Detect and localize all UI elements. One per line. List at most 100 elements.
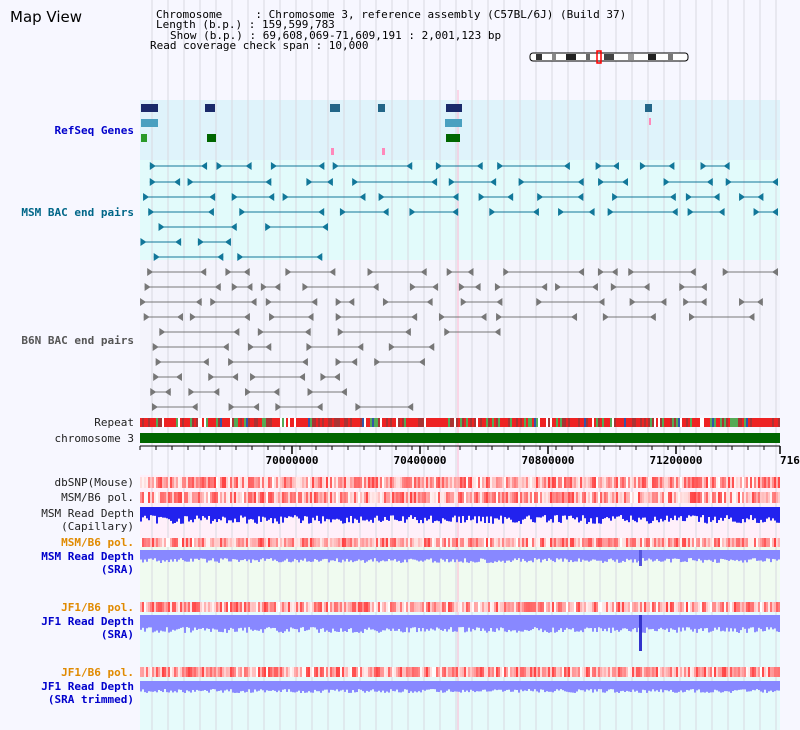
dbsnp-mark bbox=[208, 477, 210, 488]
repeat-mark bbox=[494, 418, 496, 427]
msm-depth-capillary-bar bbox=[356, 507, 358, 520]
jf1-depth-trim-bar bbox=[320, 681, 322, 693]
msm-b6-pol-mark bbox=[430, 492, 432, 503]
msm-depth-sra-bar bbox=[746, 550, 748, 563]
repeat-mark bbox=[608, 418, 610, 427]
dbsnp-mark bbox=[774, 477, 776, 488]
track-label-refseq[interactable]: RefSeq Genes bbox=[54, 124, 134, 137]
jf1-b6-pol-mark bbox=[214, 602, 216, 612]
jf1-b6-pol2-mark bbox=[214, 667, 216, 677]
msm-depth-capillary-bar bbox=[678, 507, 680, 518]
jf1-b6-pol2-mark bbox=[206, 667, 208, 677]
jf1-depth-sra-bar bbox=[532, 615, 534, 629]
jf1-depth-sra-bar bbox=[622, 615, 624, 629]
b6n-bac-pair-end bbox=[250, 298, 257, 306]
msm-depth-capillary-bar bbox=[358, 507, 360, 523]
jf1-depth-sra-bar bbox=[686, 615, 688, 628]
msm-depth-sra-bar bbox=[348, 550, 350, 562]
jf1-depth-sra-bar bbox=[374, 615, 376, 631]
dbsnp-mark bbox=[186, 477, 188, 488]
msm-b6-pol2-mark bbox=[236, 538, 238, 547]
jf1-depth-trim-bar bbox=[684, 681, 686, 692]
repeat-mark bbox=[238, 418, 240, 427]
jf1-depth-sra-bar bbox=[658, 615, 660, 629]
msm-depth-sra-bar bbox=[272, 550, 274, 561]
repeat-mark bbox=[464, 418, 466, 427]
msm-depth-capillary-bar bbox=[226, 507, 228, 524]
jf1-depth-trim-bar bbox=[386, 681, 388, 692]
dbsnp-mark bbox=[204, 477, 206, 488]
jf1-b6-pol2-mark bbox=[630, 667, 632, 677]
msm-depth-capillary-bar bbox=[222, 507, 224, 517]
jf1-b6-pol-mark bbox=[562, 602, 564, 612]
repeat-mark bbox=[490, 418, 492, 427]
b6n-bac-pair-end bbox=[772, 268, 778, 276]
jf1-b6-pol2-mark bbox=[264, 667, 266, 677]
jf1-depth-trim-bar bbox=[164, 681, 166, 690]
msm-bac-pair-end bbox=[563, 162, 570, 170]
jf1-b6-pol2-mark bbox=[542, 667, 544, 677]
msm-b6-pol2-mark bbox=[716, 538, 718, 547]
jf1-depth-trim-bar bbox=[314, 681, 316, 690]
msm-b6-pol-mark bbox=[318, 492, 320, 503]
jf1-b6-pol-mark bbox=[526, 602, 528, 612]
repeat-mark bbox=[278, 418, 280, 427]
msm-depth-capillary-bar bbox=[156, 507, 158, 524]
msm-b6-pol-mark bbox=[160, 492, 162, 503]
jf1-b6-pol2-mark bbox=[650, 667, 652, 677]
msm-depth-sra-bar bbox=[414, 550, 416, 560]
msm-b6-pol2-mark bbox=[290, 538, 292, 547]
b6n-bac-pair-end bbox=[175, 373, 182, 381]
jf1-b6-pol2-mark bbox=[216, 667, 218, 677]
jf1-b6-pol-mark bbox=[360, 602, 362, 612]
msm-depth-capillary-bar bbox=[308, 507, 310, 524]
msm-depth-capillary-bar bbox=[650, 507, 652, 524]
msm-depth-sra-bar bbox=[350, 550, 352, 561]
msm-b6-pol-mark bbox=[622, 492, 624, 503]
jf1-b6-pol2-mark bbox=[720, 667, 722, 677]
track-label-b6n-bac[interactable]: B6N BAC end pairs bbox=[21, 334, 134, 347]
dbsnp-mark bbox=[312, 477, 314, 488]
msm-depth-capillary-bar bbox=[406, 507, 408, 520]
jf1-b6-pol-mark bbox=[670, 602, 672, 612]
dbsnp-mark bbox=[428, 477, 430, 488]
msm-b6-pol-mark bbox=[386, 492, 388, 503]
jf1-b6-pol-mark bbox=[608, 602, 610, 612]
jf1-depth-sra-bar bbox=[350, 615, 352, 629]
jf1-depth-sra-bar bbox=[502, 615, 504, 629]
jf1-b6-pol2-mark bbox=[336, 667, 338, 677]
repeat-mark bbox=[376, 418, 378, 427]
dbsnp-mark bbox=[448, 477, 450, 488]
jf1-b6-pol2-mark bbox=[662, 667, 664, 677]
msm-b6-pol2-mark bbox=[746, 538, 748, 547]
jf1-depth-sra-bar bbox=[274, 615, 276, 628]
msm-b6-pol-mark bbox=[544, 492, 546, 503]
jf1-depth-trim-bar bbox=[490, 681, 492, 692]
ideogram-band bbox=[536, 54, 542, 60]
repeat-mark bbox=[456, 418, 458, 427]
jf1-b6-pol-mark bbox=[270, 602, 272, 612]
dbsnp-mark bbox=[654, 477, 656, 488]
jf1-depth-sra-bar bbox=[742, 615, 744, 628]
jf1-depth-sra-bar bbox=[270, 615, 272, 629]
repeat-mark bbox=[646, 418, 648, 427]
msm-depth-sra-bar bbox=[314, 550, 316, 559]
msm-b6-pol-mark bbox=[774, 492, 776, 503]
track-label-msm-bac[interactable]: MSM BAC end pairs bbox=[21, 206, 134, 219]
msm-b6-pol2-mark bbox=[480, 538, 482, 547]
msm-b6-pol2-mark bbox=[212, 538, 214, 547]
jf1-depth-trim-bar bbox=[634, 681, 636, 692]
dbsnp-mark bbox=[192, 477, 194, 488]
dbsnp-mark bbox=[398, 477, 400, 488]
msm-depth-sra-bar bbox=[648, 550, 650, 559]
msm-depth-capillary-bar bbox=[642, 507, 644, 518]
dbsnp-mark bbox=[712, 477, 714, 488]
msm-b6-pol-mark bbox=[330, 492, 332, 503]
repeat-mark bbox=[442, 418, 444, 427]
repeat-mark bbox=[496, 418, 498, 427]
msm-depth-capillary-bar bbox=[560, 507, 562, 523]
b6n-bac-pair-end bbox=[571, 313, 578, 321]
repeat-mark bbox=[682, 418, 684, 427]
msm-b6-pol-mark bbox=[560, 492, 562, 503]
